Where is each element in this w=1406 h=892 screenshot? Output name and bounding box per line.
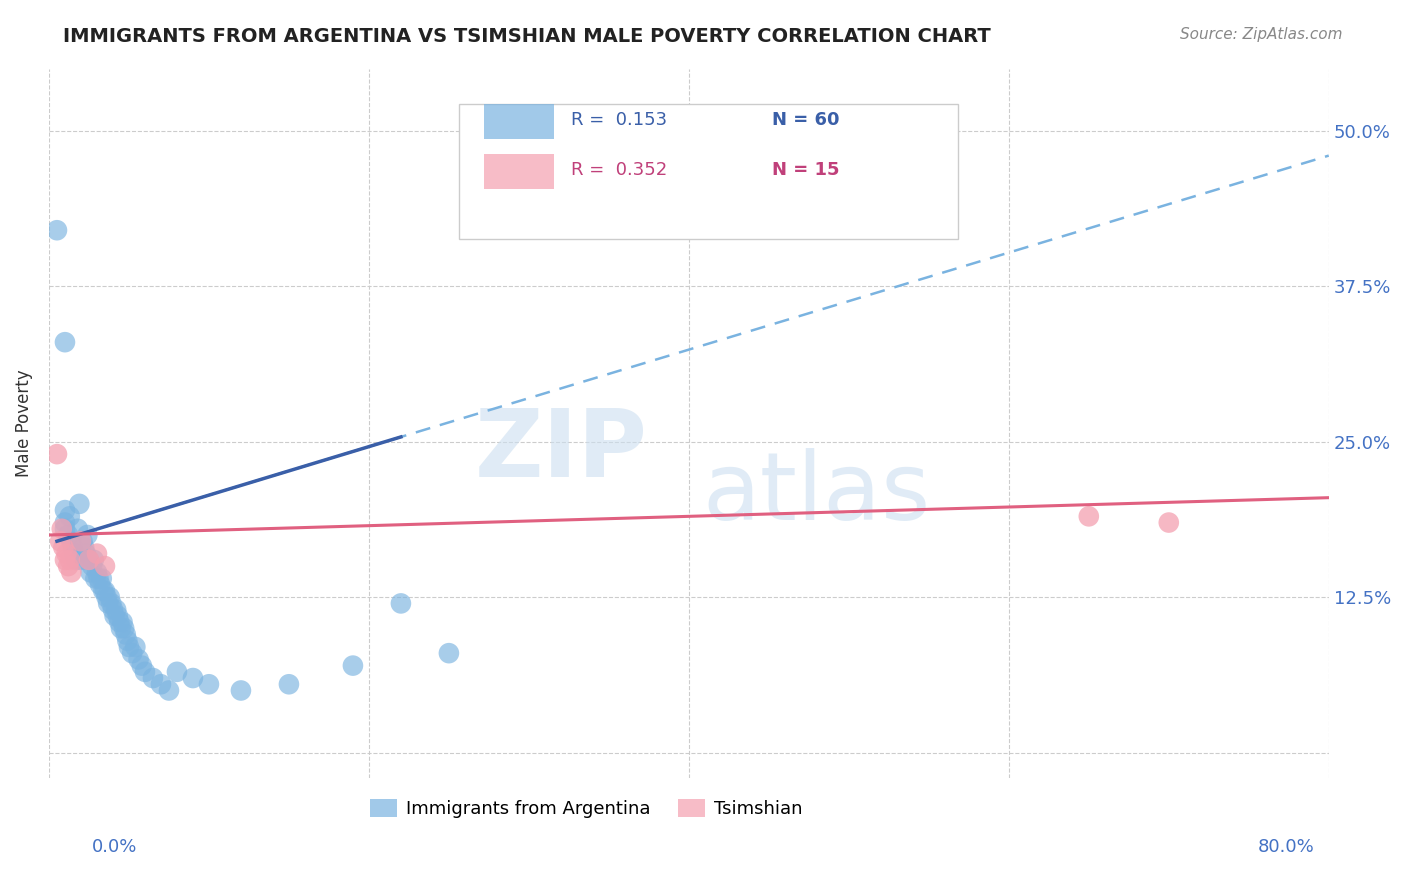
Point (84, 572, 107, 586)
Point (101, 602, 124, 616)
Point (56, 559, 79, 574)
Point (100, 596, 122, 610)
Point (53, 335, 76, 350)
Point (114, 627, 136, 641)
Point (66, 522, 89, 536)
Text: N = 15: N = 15 (772, 161, 839, 179)
Point (75, 547, 97, 561)
Point (60, 534, 83, 549)
Point (89, 578, 111, 592)
Point (117, 633, 139, 648)
Point (86, 547, 108, 561)
Point (63, 547, 86, 561)
Point (86, 566, 108, 580)
Point (142, 671, 165, 685)
Text: IMMIGRANTS FROM ARGENTINA VS TSIMSHIAN MALE POVERTY CORRELATION CHART: IMMIGRANTS FROM ARGENTINA VS TSIMSHIAN M… (63, 27, 991, 45)
Point (65, 553, 87, 567)
Point (53, 516, 76, 530)
Point (98, 590, 121, 604)
Point (198, 677, 221, 691)
Text: Source: ZipAtlas.com: Source: ZipAtlas.com (1180, 27, 1343, 42)
Point (134, 665, 156, 679)
Text: 0.0%: 0.0% (91, 838, 136, 855)
Y-axis label: Male Poverty: Male Poverty (15, 369, 32, 477)
Text: ZIP: ZIP (474, 405, 647, 498)
Text: R =  0.352: R = 0.352 (571, 161, 668, 179)
Point (90, 572, 112, 586)
FancyBboxPatch shape (484, 153, 554, 189)
Point (121, 646, 143, 660)
Text: 80.0%: 80.0% (1258, 838, 1315, 855)
Point (70, 534, 93, 549)
Point (97, 596, 120, 610)
Text: atlas: atlas (703, 448, 931, 540)
Point (76, 528, 98, 542)
Point (1077, 509, 1099, 524)
Point (52, 541, 75, 555)
Point (62, 541, 84, 555)
Point (59, 553, 82, 567)
Point (77, 553, 100, 567)
Point (118, 640, 141, 654)
Point (53, 553, 76, 567)
Point (1157, 516, 1180, 530)
FancyBboxPatch shape (484, 104, 554, 139)
Point (105, 602, 128, 616)
Point (110, 621, 132, 635)
Point (112, 621, 135, 635)
Point (94, 584, 117, 599)
Text: R =  0.153: R = 0.153 (571, 112, 668, 129)
Point (229, 683, 252, 698)
Point (166, 665, 188, 679)
Point (59, 509, 82, 524)
Point (46, 223, 69, 237)
Point (128, 652, 150, 666)
Point (107, 608, 129, 623)
Text: N = 60: N = 60 (772, 112, 839, 129)
Point (278, 677, 301, 691)
Point (111, 615, 134, 629)
Point (72, 534, 94, 549)
Point (49, 534, 72, 549)
Point (67, 497, 90, 511)
Point (437, 646, 460, 660)
Point (53, 522, 76, 536)
Point (103, 608, 125, 623)
FancyBboxPatch shape (458, 104, 957, 239)
Point (55, 547, 77, 561)
Legend: Immigrants from Argentina, Tsimshian: Immigrants from Argentina, Tsimshian (363, 791, 810, 825)
Point (79, 566, 101, 580)
Point (93, 584, 115, 599)
Point (82, 559, 104, 574)
Point (96, 590, 118, 604)
Point (87, 572, 110, 586)
Point (70, 553, 93, 567)
Point (181, 671, 204, 685)
Point (60, 566, 83, 580)
Point (131, 658, 153, 673)
Point (46, 447, 69, 461)
Point (53, 503, 76, 517)
Point (342, 658, 364, 673)
Point (108, 615, 131, 629)
Point (149, 677, 172, 691)
Point (51, 522, 73, 536)
Point (124, 640, 146, 654)
Point (157, 683, 180, 698)
Point (94, 559, 117, 574)
Point (77, 553, 100, 567)
Point (389, 596, 412, 610)
Point (83, 553, 105, 567)
Point (56, 528, 79, 542)
Point (73, 541, 96, 555)
